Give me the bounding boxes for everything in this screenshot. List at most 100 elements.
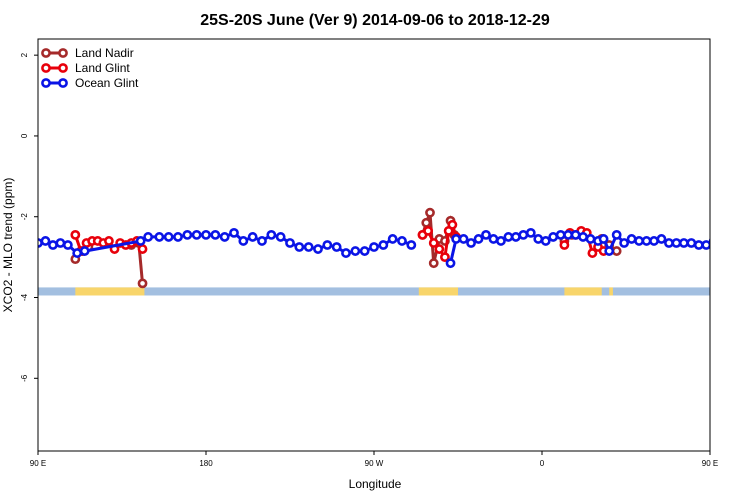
data-point <box>611 230 622 240</box>
data-point <box>421 217 432 228</box>
data-point <box>322 240 333 250</box>
data-point <box>540 236 551 246</box>
data-point <box>451 234 462 244</box>
data-point <box>686 238 697 248</box>
data-point <box>525 227 536 238</box>
legend-label: Land Glint <box>75 61 130 75</box>
series-ocean-glint <box>38 227 747 269</box>
data-point <box>201 230 211 240</box>
data-point <box>285 238 295 248</box>
data-point <box>518 230 529 240</box>
data-point <box>423 225 434 236</box>
data-point <box>445 258 456 269</box>
data-point <box>555 230 566 240</box>
legend-marker <box>41 48 51 58</box>
data-point <box>496 236 506 246</box>
x-tick-label: 90 E <box>30 459 46 468</box>
x-tick-label: 90 W <box>365 459 384 468</box>
data-point <box>350 246 361 256</box>
data-point <box>708 237 710 245</box>
chart-title: 25S-20S June (Ver 9) 2014-09-06 to 2018-… <box>200 12 550 29</box>
data-point <box>397 236 407 246</box>
data-point <box>718 241 725 248</box>
data-point <box>473 234 484 244</box>
ocean-band <box>38 287 710 296</box>
data-point <box>664 238 674 248</box>
data-point <box>70 230 81 240</box>
legend-marker <box>41 63 51 73</box>
data-point <box>481 230 491 240</box>
data-point <box>693 240 704 250</box>
data-point <box>173 232 183 242</box>
map-strip <box>38 287 710 296</box>
data-point <box>671 238 682 248</box>
data-point <box>163 232 174 242</box>
data-point <box>678 238 689 248</box>
data-point <box>548 232 559 242</box>
legend-label: Ocean Glint <box>75 76 139 90</box>
x-tick-label: 90 E <box>702 459 718 468</box>
legend-marker <box>41 78 51 88</box>
data-point <box>458 234 469 244</box>
legend-item-land-nadir: Land Nadir <box>41 46 134 60</box>
data-point <box>598 234 609 244</box>
x-axis-label: Longitude <box>349 477 402 491</box>
data-point <box>563 230 574 240</box>
data-point <box>425 207 435 218</box>
data-point <box>238 236 249 246</box>
data-point <box>428 258 439 269</box>
data-point <box>725 243 732 250</box>
data-point <box>79 246 90 256</box>
data-point <box>387 234 398 244</box>
data-point <box>257 236 267 246</box>
land-patch <box>609 287 613 296</box>
data-point <box>733 243 740 250</box>
data-point <box>447 219 458 230</box>
y-tick-label: -4 <box>20 293 29 301</box>
data-point <box>191 230 202 240</box>
data-point <box>604 246 615 256</box>
data-point <box>266 230 277 240</box>
data-point <box>341 248 351 258</box>
x-tick-label: 0 <box>540 459 545 468</box>
x-axis: 90 E 180 90 W 0 90 E <box>30 451 718 468</box>
land-patch <box>75 287 145 296</box>
data-point <box>229 227 239 238</box>
data-point <box>143 232 154 242</box>
legend-marker <box>58 78 68 88</box>
series-land-glint <box>70 219 750 263</box>
data-point <box>744 231 750 238</box>
data-point <box>744 256 750 263</box>
data-point <box>440 252 450 263</box>
data-point <box>62 240 73 250</box>
legend-marker <box>58 48 68 58</box>
land-patch <box>418 287 458 296</box>
data-point <box>649 236 659 246</box>
data-point <box>587 248 598 258</box>
series-layer <box>38 207 750 289</box>
data-point <box>313 244 323 254</box>
data-point <box>210 230 221 240</box>
data-point <box>578 232 588 242</box>
data-point <box>510 232 521 242</box>
data-point <box>740 247 747 254</box>
data-point <box>428 238 439 248</box>
data-point <box>135 236 146 246</box>
data-point <box>331 242 342 252</box>
data-point <box>533 234 544 244</box>
data-point <box>619 238 630 248</box>
data-point <box>634 236 644 246</box>
legend-label: Land Nadir <box>75 46 134 60</box>
data-point <box>434 244 445 254</box>
data-point <box>611 246 622 256</box>
data-point <box>585 234 596 244</box>
data-point <box>406 240 417 250</box>
data-point <box>641 236 652 246</box>
data-point <box>570 230 581 240</box>
data-point <box>378 240 389 250</box>
y-axis: 2 0 -2 -4 -6 <box>20 52 38 382</box>
data-point <box>488 234 499 244</box>
data-point <box>701 240 710 250</box>
data-point <box>294 242 305 252</box>
